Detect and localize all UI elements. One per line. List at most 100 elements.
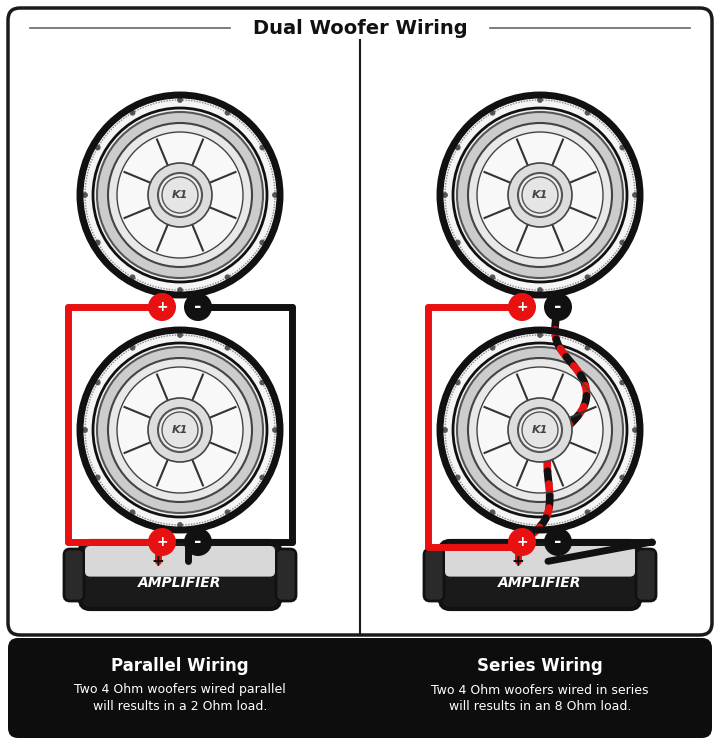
Circle shape: [130, 111, 135, 115]
Circle shape: [538, 333, 542, 337]
Circle shape: [117, 132, 243, 258]
Circle shape: [522, 412, 558, 448]
Circle shape: [93, 343, 267, 517]
Circle shape: [456, 146, 460, 149]
Circle shape: [585, 510, 590, 514]
Circle shape: [585, 275, 590, 279]
Text: -: -: [194, 298, 202, 316]
Circle shape: [490, 111, 495, 115]
Circle shape: [585, 345, 590, 350]
FancyBboxPatch shape: [85, 546, 275, 577]
Text: AMPLIFIER: AMPLIFIER: [138, 576, 222, 590]
Circle shape: [468, 123, 612, 267]
Circle shape: [490, 510, 495, 514]
Circle shape: [148, 398, 212, 462]
Circle shape: [225, 111, 230, 115]
Circle shape: [178, 288, 182, 292]
Text: will results in a 2 Ohm load.: will results in a 2 Ohm load.: [93, 699, 267, 713]
FancyBboxPatch shape: [8, 638, 712, 738]
Circle shape: [456, 476, 460, 480]
FancyBboxPatch shape: [80, 541, 280, 609]
Circle shape: [456, 380, 460, 385]
Text: AMPLIFIER: AMPLIFIER: [498, 576, 582, 590]
Circle shape: [508, 293, 536, 321]
Circle shape: [620, 240, 624, 244]
Circle shape: [158, 173, 202, 217]
Circle shape: [620, 146, 624, 149]
Circle shape: [457, 347, 623, 513]
Circle shape: [96, 146, 100, 149]
Circle shape: [97, 347, 263, 513]
Circle shape: [225, 345, 230, 350]
FancyBboxPatch shape: [64, 549, 84, 601]
Text: +: +: [152, 554, 164, 569]
Circle shape: [260, 476, 264, 480]
Circle shape: [477, 132, 603, 258]
FancyBboxPatch shape: [636, 549, 656, 601]
Circle shape: [585, 111, 590, 115]
Circle shape: [440, 95, 640, 295]
Text: Two 4 Ohm woofers wired in series: Two 4 Ohm woofers wired in series: [431, 684, 649, 696]
Text: Dual Woofer Wiring: Dual Woofer Wiring: [253, 19, 467, 37]
Circle shape: [544, 528, 572, 556]
Circle shape: [508, 528, 536, 556]
Text: +: +: [516, 300, 528, 314]
Text: +: +: [516, 535, 528, 549]
Circle shape: [443, 428, 447, 432]
Text: -: -: [544, 552, 552, 571]
Circle shape: [453, 343, 627, 517]
Circle shape: [93, 108, 267, 282]
Circle shape: [162, 412, 198, 448]
Circle shape: [633, 192, 637, 197]
Text: K1: K1: [532, 425, 548, 435]
Circle shape: [508, 398, 572, 462]
Text: +: +: [156, 535, 168, 549]
Circle shape: [443, 192, 447, 197]
Circle shape: [148, 163, 212, 227]
Circle shape: [633, 428, 637, 432]
FancyBboxPatch shape: [276, 549, 296, 601]
Text: K1: K1: [172, 190, 188, 200]
Circle shape: [456, 240, 460, 244]
Circle shape: [80, 330, 280, 530]
Text: -: -: [554, 298, 562, 316]
Text: +: +: [512, 554, 524, 569]
Circle shape: [96, 240, 100, 244]
Circle shape: [538, 288, 542, 292]
Circle shape: [225, 510, 230, 514]
Circle shape: [148, 528, 176, 556]
Circle shape: [158, 408, 202, 452]
Circle shape: [620, 380, 624, 385]
Circle shape: [117, 367, 243, 493]
Circle shape: [108, 123, 252, 267]
Circle shape: [184, 293, 212, 321]
Text: K1: K1: [172, 425, 188, 435]
Text: will results in an 8 Ohm load.: will results in an 8 Ohm load.: [449, 699, 631, 713]
Circle shape: [518, 173, 562, 217]
Circle shape: [178, 333, 182, 337]
Circle shape: [260, 146, 264, 149]
Circle shape: [108, 358, 252, 502]
Circle shape: [96, 476, 100, 480]
Text: -: -: [554, 533, 562, 551]
Circle shape: [518, 408, 562, 452]
Circle shape: [260, 380, 264, 385]
Circle shape: [130, 275, 135, 279]
Circle shape: [260, 240, 264, 244]
Text: Two 4 Ohm woofers wired parallel: Two 4 Ohm woofers wired parallel: [74, 684, 286, 696]
Circle shape: [83, 428, 87, 432]
Circle shape: [130, 345, 135, 350]
Circle shape: [457, 112, 623, 278]
Circle shape: [544, 293, 572, 321]
Circle shape: [477, 367, 603, 493]
Circle shape: [620, 476, 624, 480]
Circle shape: [453, 108, 627, 282]
Circle shape: [440, 330, 640, 530]
Circle shape: [522, 177, 558, 213]
Text: -: -: [194, 533, 202, 551]
Circle shape: [178, 98, 182, 103]
Circle shape: [80, 95, 280, 295]
Circle shape: [178, 523, 182, 528]
Circle shape: [83, 192, 87, 197]
FancyBboxPatch shape: [8, 8, 712, 635]
